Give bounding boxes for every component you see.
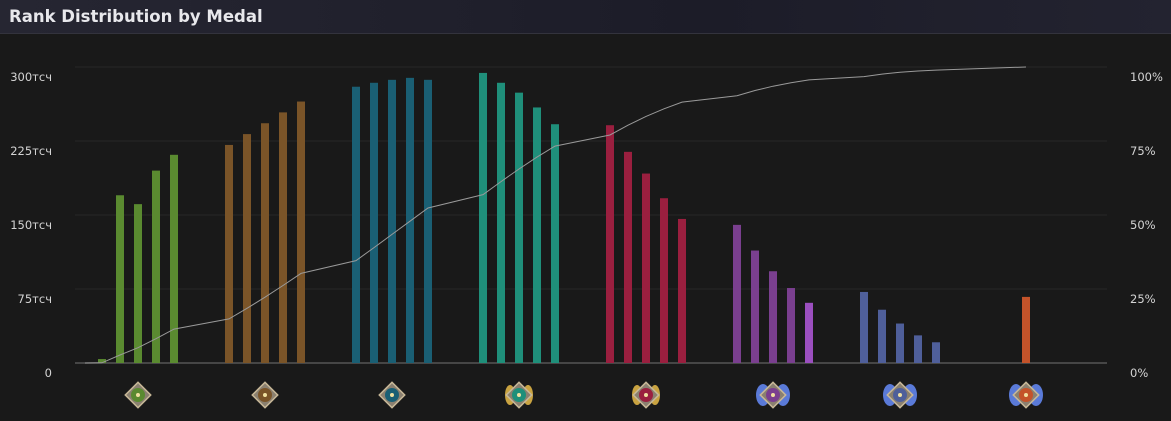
bar-ancient-2: [751, 250, 759, 363]
medal-star: [644, 393, 648, 397]
bar-crusader-4: [406, 77, 414, 363]
bar-crusader-3: [388, 79, 396, 364]
guardian-medal-icon: [251, 381, 279, 409]
divine-medal-icon: [883, 381, 917, 409]
chart-header: Rank Distribution by Medal: [0, 0, 1171, 34]
y-left-tick-label: 0: [45, 366, 52, 380]
bar-ancient-4: [787, 288, 795, 363]
medal-star: [517, 393, 521, 397]
bar-herald-3: [134, 204, 142, 363]
bar-crusader-5: [424, 79, 432, 364]
bar-guardian-5: [297, 101, 305, 364]
y-right-tick-label: 25%: [1130, 292, 1156, 306]
bar-archon-5: [551, 124, 559, 363]
medal-star: [898, 393, 902, 397]
archon-medal-icon: [505, 381, 533, 409]
y-right-tick-label: 75%: [1130, 144, 1156, 158]
bar-divine-5: [932, 342, 940, 363]
bar-herald-2: [116, 195, 124, 363]
y-left-tick-label: 225тсч: [10, 144, 52, 158]
bar-divine-2: [878, 309, 886, 363]
bar-herald-1: [98, 359, 106, 363]
y-right-tick-label: 100%: [1130, 70, 1163, 84]
y-left-tick-label: 150тсч: [10, 218, 52, 232]
bar-ancient-3: [769, 271, 777, 363]
cumulative-percentage-line: [84, 66, 1027, 364]
y-left-tick-label: 300тсч: [10, 70, 52, 84]
bar-crusader-2: [370, 82, 378, 363]
herald-medal-icon: [124, 381, 152, 409]
bar-legend-1: [606, 125, 614, 363]
bar-guardian-3: [261, 123, 269, 364]
bar-guardian-4: [279, 112, 287, 364]
bar-divine-4: [914, 335, 922, 363]
medal-star: [390, 393, 394, 397]
medal-star: [263, 393, 267, 397]
bar-crusader-1: [352, 86, 360, 363]
chart-title: Rank Distribution by Medal: [9, 7, 263, 26]
bar-archon-1: [479, 72, 487, 364]
bar-guardian-2: [243, 134, 251, 363]
y-left-tick-label: 75тсч: [18, 292, 52, 306]
y-right-tick-label: 0%: [1130, 366, 1148, 380]
bar-legend-4: [660, 198, 668, 363]
y-right-tick-label: 50%: [1130, 218, 1156, 232]
bar-legend-2: [624, 151, 632, 363]
immortal-medal-icon: [1009, 381, 1043, 409]
bar-herald-4: [152, 170, 160, 363]
legend-medal-icon: [632, 381, 660, 409]
medal-star: [1024, 393, 1028, 397]
bar-legend-5: [678, 218, 686, 363]
crusader-medal-icon: [378, 381, 406, 409]
ancient-medal-icon: [756, 381, 790, 409]
bar-ancient-1: [733, 224, 741, 363]
bar-ancient-5: [805, 302, 813, 363]
bar-divine-3: [896, 323, 904, 363]
bar-legend-3: [642, 173, 650, 363]
bar-divine-1: [860, 291, 868, 363]
medal-star: [136, 393, 140, 397]
bar-herald-5: [170, 154, 178, 363]
bar-archon-4: [533, 107, 541, 363]
bar-guardian-1: [225, 144, 233, 363]
bar-archon-3: [515, 92, 523, 364]
bar-immortal-1: [1022, 296, 1030, 363]
bar-archon-2: [497, 82, 505, 363]
medal-star: [771, 393, 775, 397]
